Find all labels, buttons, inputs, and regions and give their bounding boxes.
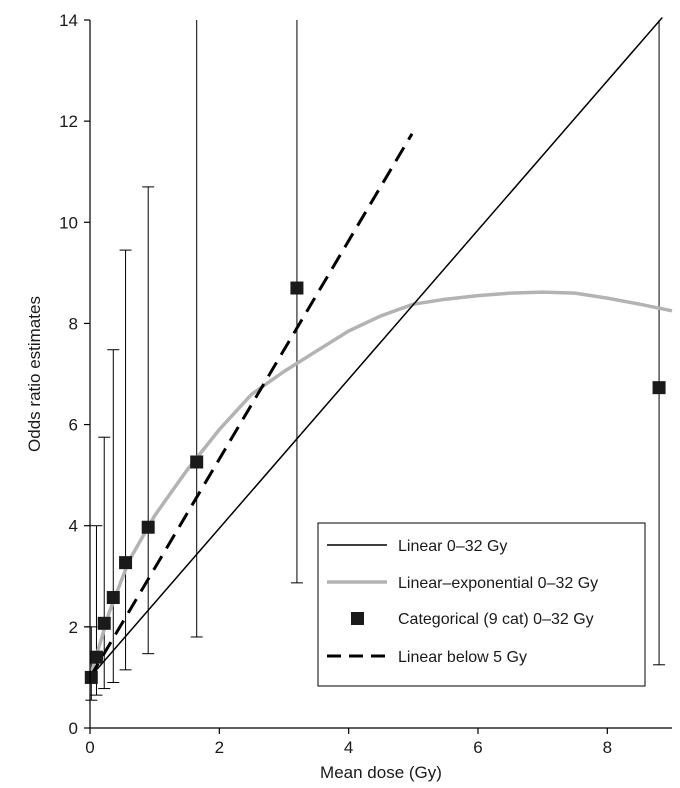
legend-label-linear: Linear 0–32 Gy [398, 538, 507, 555]
categorical-points [84, 281, 666, 684]
legend: Linear 0–32 Gy Linear–exponential 0–32 G… [317, 522, 646, 687]
y-tick-label: 8 [69, 314, 78, 333]
legend-label-linear-below-5: Linear below 5 Gy [398, 649, 527, 666]
y-ticks: 0 2 4 6 8 10 12 14 [59, 11, 90, 738]
legend-box [317, 522, 646, 687]
y-axis-title: Odds ratio estimates [25, 296, 44, 452]
categorical-point [190, 455, 204, 469]
categorical-point [97, 616, 111, 630]
y-tick-label: 12 [59, 112, 78, 131]
series-linear-exponential-line [88, 290, 673, 678]
categorical-point [84, 670, 98, 684]
y-tick-label: 6 [69, 416, 78, 435]
axes [89, 20, 672, 729]
legend-label-linear-exponential: Linear–exponential 0–32 Gy [398, 575, 598, 592]
x-tick-label: 2 [215, 738, 224, 757]
x-axis-title: Mean dose (Gy) [320, 763, 442, 782]
y-tick-label: 2 [69, 618, 78, 637]
categorical-point [119, 556, 133, 570]
x-tick-label: 0 [85, 738, 94, 757]
x-tick-label: 8 [603, 738, 612, 757]
y-tick-label: 0 [69, 719, 78, 738]
legend-label-categorical: Categorical (9 cat) 0–32 Gy [398, 611, 594, 628]
plot-area [84, 17, 673, 701]
x-tick-label: 6 [473, 738, 482, 757]
categorical-point [652, 381, 666, 395]
series-linear-line [89, 17, 663, 678]
y-tick-label: 10 [59, 213, 78, 232]
categorical-point [89, 650, 103, 664]
error-bars [85, 20, 666, 701]
y-tick-label: 4 [69, 517, 78, 536]
x-ticks: 0 2 4 6 8 [85, 728, 612, 757]
y-tick-label: 14 [59, 11, 78, 30]
categorical-point [141, 520, 155, 534]
legend-swatch-categorical [351, 612, 364, 625]
x-tick-label: 4 [344, 738, 353, 757]
series-linear-below-5-line [88, 133, 414, 679]
categorical-point [106, 591, 120, 605]
categorical-point [290, 281, 304, 295]
